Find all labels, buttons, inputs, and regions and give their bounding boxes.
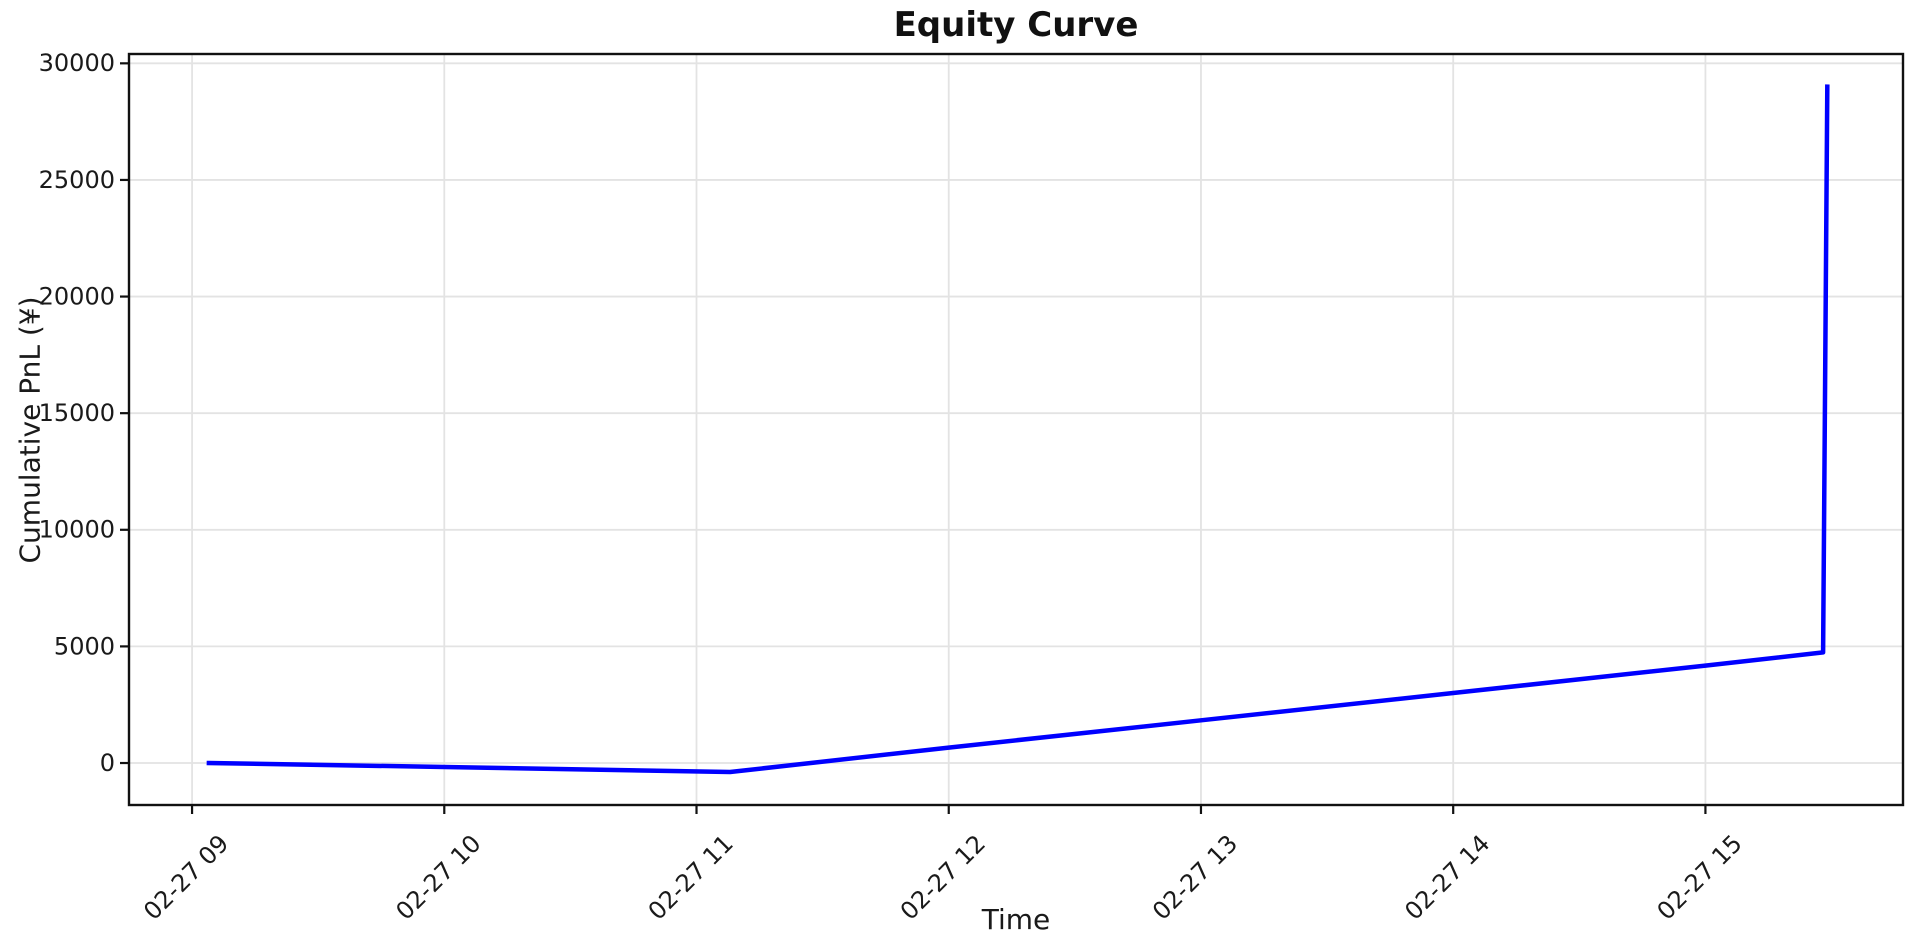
equity-line	[206, 84, 1830, 775]
y-tick-label: 30000	[39, 49, 115, 77]
y-tick-label: 5000	[54, 632, 115, 660]
y-axis-label: Cumulative PnL (¥)	[13, 296, 47, 564]
y-tick-label: 15000	[39, 399, 115, 427]
y-tick-label: 20000	[39, 282, 115, 310]
y-tick-label: 10000	[39, 516, 115, 544]
y-tick-label: 0	[100, 749, 115, 777]
x-axis-label: Time	[981, 903, 1051, 936]
chart-title: Equity Curve	[893, 5, 1139, 45]
y-tick-label: 25000	[39, 166, 115, 194]
plot-border	[127, 52, 1905, 807]
